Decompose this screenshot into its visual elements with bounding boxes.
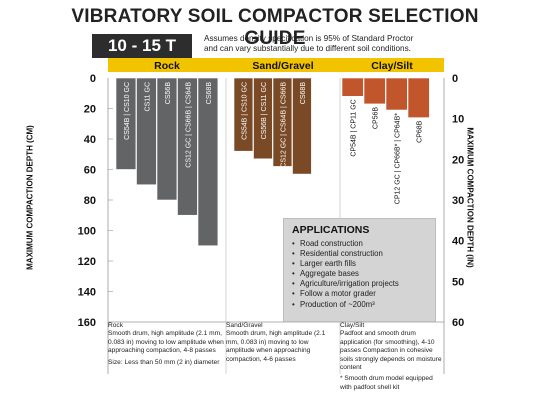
applications-item: Follow a motor grader	[292, 289, 427, 299]
density-note: Assumes density specification is 95% of …	[204, 34, 464, 54]
depth-bar	[341, 77, 364, 97]
depth-bar	[407, 77, 430, 118]
density-note-line-1: Assumes density specification is 95% of …	[204, 34, 414, 43]
y-tick-label-in: 30	[452, 195, 464, 207]
tonnage-range-badge: 10 - 15 T	[92, 34, 192, 58]
applications-list: Road construction Residential constructi…	[292, 239, 427, 310]
y-tick-label-cm: 100	[78, 226, 96, 238]
applications-item: Aggregate bases	[292, 269, 427, 279]
rock-description-heading: Rock	[108, 322, 124, 329]
depth-bar	[385, 77, 408, 111]
bar-label: CP54B | CP11 GC	[351, 99, 358, 156]
applications-item: Road construction	[292, 239, 427, 249]
bar-label: CP12 GC | CP66B* | CP64B*	[395, 113, 402, 204]
y-tick-label-cm: 60	[84, 165, 96, 177]
soil-type-header-band	[108, 58, 444, 72]
y-tick-label-in: 0	[452, 73, 458, 85]
rock-description-text: Smooth drum, high amplitude (2.1 mm, 0.0…	[108, 330, 224, 355]
bar-label: CS56B	[165, 82, 172, 105]
bar-label: CS54B | CS10 GC	[124, 82, 131, 140]
applications-heading: APPLICATIONS	[292, 224, 370, 236]
bar-label: CS11 GC	[144, 82, 151, 111]
soil-type-header-0: Rock	[154, 60, 180, 72]
y-tick-label-in: 60	[452, 317, 464, 329]
depth-bar	[136, 77, 157, 186]
depth-bar	[272, 77, 293, 167]
bar-label: CS56B | CS11 GC	[261, 82, 268, 139]
bar-label: CS68B	[206, 82, 213, 105]
clay-footnote: * Smooth drum model equipped with padfoo…	[340, 375, 433, 391]
y-tick-label-cm: 20	[84, 104, 96, 116]
sand-description: Sand/Gravel Smooth drum, high amplitude …	[226, 322, 338, 367]
y-tick-label-in: 10	[452, 114, 464, 126]
applications-item: Agriculture/irrigation projects	[292, 279, 427, 289]
y-tick-label-cm: 140	[78, 287, 96, 299]
bar-label: CS54B | CS10 GC	[241, 82, 248, 140]
y-tick-label-cm: 160	[78, 317, 96, 329]
depth-bar	[115, 77, 137, 170]
depth-bar	[156, 77, 178, 201]
applications-item: Larger earth fills	[292, 259, 427, 269]
y-tick-label-cm: 120	[78, 256, 96, 268]
clay-description: Clay/Silt Padfoot and smooth drum applic…	[340, 322, 444, 395]
depth-bar	[253, 77, 273, 160]
clay-description-heading: Clay/Silt	[340, 322, 365, 329]
depth-bar	[233, 77, 254, 152]
depth-bar	[292, 77, 312, 175]
density-note-line-2: and can vary substantially due to differ…	[204, 44, 411, 53]
depth-bar	[177, 77, 198, 216]
bar-label: CP68B	[417, 120, 424, 143]
bar-label: CS12 GC | CS66B | CS64B	[185, 82, 192, 168]
bar-label: CS68B	[300, 82, 307, 105]
y-tick-label-in: 20	[452, 154, 464, 166]
y-tick-label-cm: 40	[84, 134, 96, 146]
depth-bar	[197, 77, 219, 247]
clay-description-text: Padfoot and smooth drum application (for…	[340, 330, 442, 372]
sand-description-text: Smooth drum, high amplitude (2.1 mm, 0.0…	[226, 330, 326, 363]
depth-bar	[363, 77, 386, 105]
rock-size-note: Size: Less than 50 mm (2 in) diameter	[108, 358, 220, 366]
sand-description-heading: Sand/Gravel	[226, 322, 263, 329]
soil-type-header-1: Sand/Gravel	[252, 60, 313, 72]
applications-box: APPLICATIONS Road construction Residenti…	[283, 218, 436, 322]
bar-label: CS12 GC | CS64B | CS66B	[280, 82, 287, 168]
y-tick-label-cm: 0	[90, 73, 96, 85]
applications-item: Residential construction	[292, 249, 427, 259]
bar-label: CP56B	[373, 107, 380, 130]
rock-description: Rock Smooth drum, high amplitude (2.1 mm…	[108, 322, 226, 370]
page-title: VIBRATORY SOIL COMPACTOR SELECTION GUIDE	[71, 6, 479, 49]
y-tick-label-in: 50	[452, 276, 464, 288]
soil-type-header-2: Clay/Silt	[371, 60, 413, 72]
applications-item: Production of ~200m³	[292, 300, 427, 310]
y-tick-label-cm: 80	[84, 195, 96, 207]
y-tick-label-in: 40	[452, 236, 464, 248]
